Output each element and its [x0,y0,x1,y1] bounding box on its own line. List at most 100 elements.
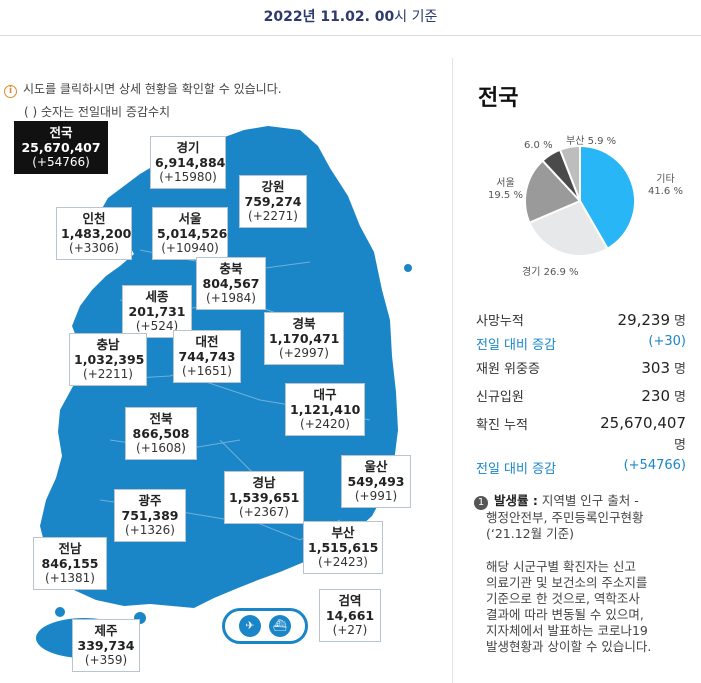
note-line3: (‘21.12월 기준) [486,526,574,541]
region-chungbuk[interactable]: 충북 804,567 (+1984) [196,257,266,310]
stat-value: (+30) [648,334,686,349]
region-gyeongbuk[interactable]: 경북 1,170,471 (+2997) [264,312,344,365]
region-count: 201,731 [128,304,186,319]
region-delta: (+1381) [45,571,95,585]
stat-number: (+30) [648,334,686,349]
pie-label-seoul-pct: 19.5 % [488,190,523,201]
note-bold: 발생률 : [494,493,538,508]
stat-label: 사망누적 [476,314,524,329]
region-name: 대전 [195,334,219,349]
region-count: 866,508 [132,426,190,441]
stat-deaths: 사망누적 29,239 명 [476,310,686,330]
region-name: 경남 [252,475,276,490]
stat-number: (+54766) [623,458,686,473]
region-count: 1,483,200 [61,226,132,241]
region-name: 경북 [292,316,316,331]
region-gangwon[interactable]: 강원 759,274 (+2271) [239,175,307,228]
region-delta: (+2997) [279,346,329,360]
stat-number: 29,239 [617,311,671,329]
region-incheon[interactable]: 인천 1,483,200 (+3306) [56,207,132,260]
region-count: 759,274 [244,194,302,209]
pie-label-other-name: 기타 [656,174,675,185]
disclaimer-line: 발생현황과 상이할 수 있습니다. [486,639,652,654]
pie-label-seoul-name: 서울 [496,178,515,189]
region-name: 전북 [149,411,173,426]
stat-number: 230 [641,387,671,405]
disclaimer-line: 해당 시군구별 확진자는 신고 [486,559,636,574]
region-daejeon[interactable]: 대전 744,743 (+1651) [173,330,241,383]
region-busan[interactable]: 부산 1,515,615 (+2423) [303,521,383,574]
stat-cumulative: 확진 누적 25,670,407 [476,414,686,434]
click-notice-text: 시도를 클릭하시면 상세 현황을 확인할 수 있습니다. [23,82,282,96]
ship-icon[interactable]: ⛴ [269,615,291,637]
region-name: 제주 [94,623,118,638]
region-delta: (+54766) [32,155,90,169]
region-delta: (+15980) [159,170,217,184]
ulleung-island [404,264,412,272]
region-delta: (+991) [354,489,398,503]
panel-divider [452,58,453,683]
stat-label: 재원 위중증 [476,362,540,377]
region-chungnam[interactable]: 충남 1,032,395 (+2211) [69,333,147,386]
region-name: 세종 [145,289,169,304]
region-seoul[interactable]: 서울 5,014,526 (+10940) [152,207,228,260]
region-jeju[interactable]: 제주 339,734 (+359) [72,619,140,672]
stat-value: (+54766) [624,458,686,473]
region-name: 경기 [176,140,200,155]
transport-toggle[interactable]: ✈ ⛴ [222,608,308,644]
region-name: 검역 [338,593,362,608]
pie-label-busan: 부산 5.9 % [566,136,617,147]
region-jeonbuk[interactable]: 전북 866,508 (+1608) [125,407,197,460]
region-delta: (+1651) [182,364,232,378]
region-name: 광주 [138,493,162,508]
region-name: 전국 [49,125,73,140]
region-count: 1,032,395 [74,352,145,367]
stat-unit: 명 [674,390,686,405]
region-ulsan[interactable]: 울산 549,493 (+991) [341,455,411,508]
stat-value: 25,670,407 [600,414,686,432]
region-count: 1,121,410 [290,402,361,417]
pie-label-other-pct: 41.6 % [648,186,683,197]
region-delta: (+10940) [161,241,219,255]
region-name: 강원 [261,179,285,194]
island-3 [207,553,221,567]
stat-unit: 명 [674,314,686,329]
region-count: 1,539,651 [229,490,300,505]
region-count: 14,661 [325,608,375,623]
click-notice: i 시도를 클릭하시면 상세 현황을 확인할 수 있습니다. [4,80,282,98]
header-date-value: 2022년 11.02. 00 [263,9,395,25]
region-delta: (+2420) [300,417,350,431]
stat-number: 303 [641,359,671,377]
header-bar: 2022년 11.02. 00시 기준 [0,0,701,36]
region-delta: (+524) [135,319,179,333]
stat-deaths-delta: 전일 대비 증감 (+30) [476,334,686,354]
region-count: 6,914,884 [155,155,226,170]
stat-critical: 재원 위중증 303 명 [476,358,686,378]
region-gyeonggi[interactable]: 경기 6,914,884 (+15980) [150,136,226,189]
incidence-note: 1 발생률 : 지역별 인구 출처 - 행정안전부, 주민등록인구현황 (‘21.… [474,493,696,542]
region-daegu[interactable]: 대구 1,121,410 (+2420) [285,383,365,436]
stat-value: 303 명 [641,358,686,377]
region-name: 전남 [58,541,82,556]
region-quarantine[interactable]: 검역 14,661 (+27) [319,589,381,642]
note-line2: 행정안전부, 주민등록인구현황 [486,510,644,525]
region-jeonnam[interactable]: 전남 846,155 (+1381) [33,537,107,590]
region-count: 804,567 [202,276,260,291]
region-delta: (+3306) [69,241,119,255]
stat-new-admissions: 신규입원 230 명 [476,386,686,406]
region-count: 846,155 [41,556,99,571]
region-nation[interactable]: 전국 25,670,407 (+54766) [14,121,108,174]
stat-label: 전일 대비 증감 [476,462,557,477]
disclaimer-line: 의료기관 및 보건소의 주소지를 [486,575,648,590]
pie-label-gyeonggi: 경기 26.9 % [522,267,579,278]
stat-unit: 명 [674,362,686,377]
stat-label: 전일 대비 증감 [476,338,557,353]
airplane-icon[interactable]: ✈ [239,615,261,637]
disclaimer-line: 결과에 따라 변동될 수 있으며, [486,607,644,622]
pie-slice-seoul [524,159,582,224]
region-name: 서울 [178,211,202,226]
region-gwangju[interactable]: 광주 751,389 (+1326) [114,489,186,542]
delta-notice: ( ) 숫자는 전일대비 증감수치 [24,105,171,119]
region-sejong[interactable]: 세종 201,731 (+524) [122,285,192,338]
region-gyeongnam[interactable]: 경남 1,539,651 (+2367) [224,471,304,524]
